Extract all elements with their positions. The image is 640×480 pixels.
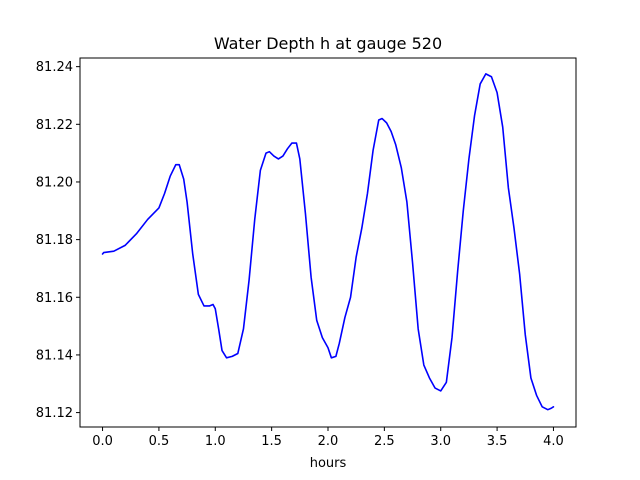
x-axis-label: hours: [310, 456, 347, 471]
x-tick-label: 1.0: [205, 434, 226, 449]
y-tick-label: 81.12: [36, 406, 73, 421]
x-tick-label: 1.5: [261, 434, 282, 449]
x-tick-label: 2.0: [318, 434, 339, 449]
y-tick-label: 81.16: [36, 291, 73, 306]
x-tick-label: 0.5: [149, 434, 170, 449]
y-tick-label: 81.18: [36, 233, 73, 248]
plot-area: 0.0 0.5 1.0 1.5 2.0 2.5 3.0 3.5 4.0 81.12 81.14 81.…: [36, 57, 577, 449]
chart-title: Water Depth h at gauge 520: [214, 34, 442, 53]
y-tick-label: 81.14: [36, 348, 73, 363]
x-tick-label: 3.0: [430, 434, 451, 449]
x-tick-label: 2.5: [374, 434, 395, 449]
y-tick-label: 81.24: [36, 60, 73, 75]
y-tick-label: 81.22: [36, 118, 73, 133]
x-tick-label: 0.0: [92, 434, 113, 449]
x-tick-label: 3.5: [487, 434, 508, 449]
series-line-0: [101, 73, 555, 411]
x-tick-label: 4.0: [543, 434, 564, 449]
y-tick-label: 81.20: [36, 175, 73, 190]
